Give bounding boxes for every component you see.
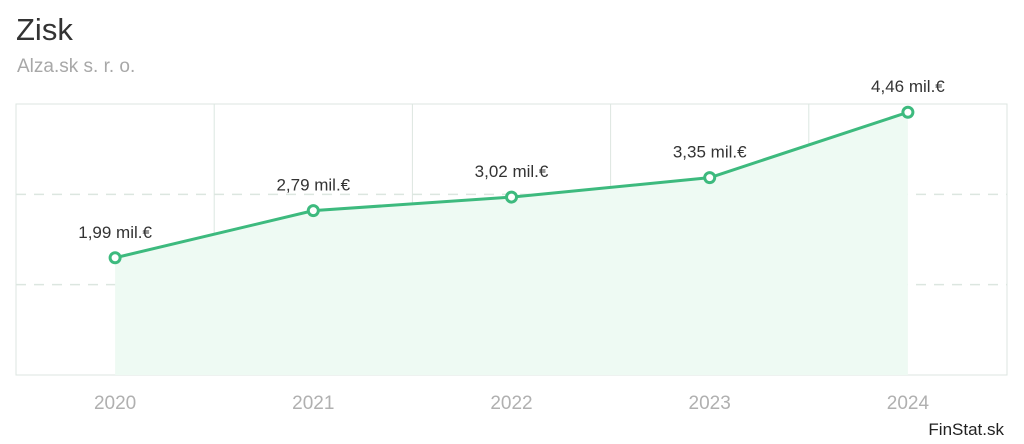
company-subtitle: Alza.sk s. r. o. [17, 56, 136, 77]
x-tick-label: 2021 [292, 393, 334, 414]
data-point [505, 190, 518, 204]
data-point [306, 204, 320, 218]
chart-label-layer: 1,99 mil.€ 2020 2,79 mil.€ 2021 3,02 mil.€ 20… [78, 77, 945, 414]
chart-title: Zisk [16, 12, 73, 47]
data-label: 3,02 mil.€ [475, 162, 549, 181]
chart-line-layer [108, 105, 915, 265]
x-tick-label: 2024 [887, 393, 930, 414]
x-tick-label: 2023 [689, 393, 731, 414]
data-label: 1,99 mil.€ [78, 223, 152, 242]
brand-watermark: FinStat.sk [928, 420, 1004, 439]
data-label: 4,46 mil.€ [871, 77, 945, 96]
x-tick-label: 2022 [490, 393, 532, 414]
data-label: 2,79 mil.€ [276, 176, 350, 195]
data-point [901, 105, 915, 119]
x-tick-label: 2020 [94, 393, 136, 414]
data-label: 3,35 mil.€ [673, 143, 747, 162]
data-point [703, 171, 717, 185]
data-point [108, 251, 122, 265]
